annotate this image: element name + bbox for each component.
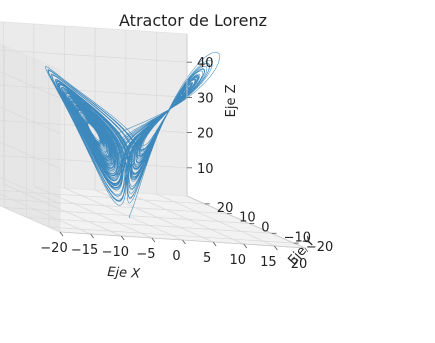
x-tick-mark: [274, 245, 278, 251]
z-grid-line: [0, 49, 188, 99]
x-tick-mark: [212, 241, 217, 247]
x-tick-label: −15: [71, 243, 98, 258]
x-tick-mark: [182, 239, 186, 245]
y-grid-line: [0, 190, 205, 205]
axis-panes: [0, 21, 306, 249]
x-tick-label: 15: [260, 255, 277, 270]
y-tick-label: 10: [239, 211, 256, 226]
y-grid-line: [48, 65, 294, 244]
x-tick-label: 20: [291, 257, 308, 272]
x-grid-line: [94, 28, 214, 243]
y-grid-line: [3, 45, 250, 224]
y-axis-line: [186, 195, 306, 249]
y-tick-label: 0: [261, 221, 269, 236]
x-grid-line: [156, 32, 275, 247]
x-grid-line: [33, 24, 153, 239]
x-tick-mark: [120, 235, 125, 241]
y-tick-label: 20: [217, 201, 234, 216]
x-axis-label: Eje X: [107, 265, 142, 282]
x-tick-mark: [90, 233, 94, 239]
z-tick-label: 20: [197, 127, 214, 142]
z-tick-label: 10: [197, 162, 214, 177]
trajectory-layer: [45, 51, 221, 219]
x-tick-label: 0: [172, 249, 180, 264]
x-tick-label: −20: [40, 241, 67, 256]
lorenz-trajectory: [45, 51, 221, 219]
x-tick-mark: [304, 247, 309, 253]
x-tick-label: −10: [102, 245, 129, 260]
z-tick-label: 30: [197, 91, 214, 106]
x-grid-line: [0, 205, 61, 233]
y-tick-label: −20: [306, 240, 333, 255]
chart-title: Atractor de Lorenz: [119, 11, 267, 30]
x-grid-line: [2, 22, 122, 237]
y-grid-line: [26, 55, 272, 234]
z-axis-label: Eje Z: [224, 84, 239, 117]
z-tick-label: 40: [197, 56, 214, 71]
y-grid-line: [0, 198, 228, 215]
x-tick-mark: [59, 231, 64, 237]
x-tick-label: 5: [203, 251, 211, 266]
z-grid-line: [0, 84, 188, 134]
x-tick-label: −5: [136, 247, 155, 262]
x-tick-mark: [243, 243, 248, 249]
x-tick-label: 10: [230, 253, 247, 268]
x-grid-line: [0, 193, 91, 235]
x-tick-mark: [151, 237, 156, 243]
y-tick-label: −10: [284, 230, 311, 245]
